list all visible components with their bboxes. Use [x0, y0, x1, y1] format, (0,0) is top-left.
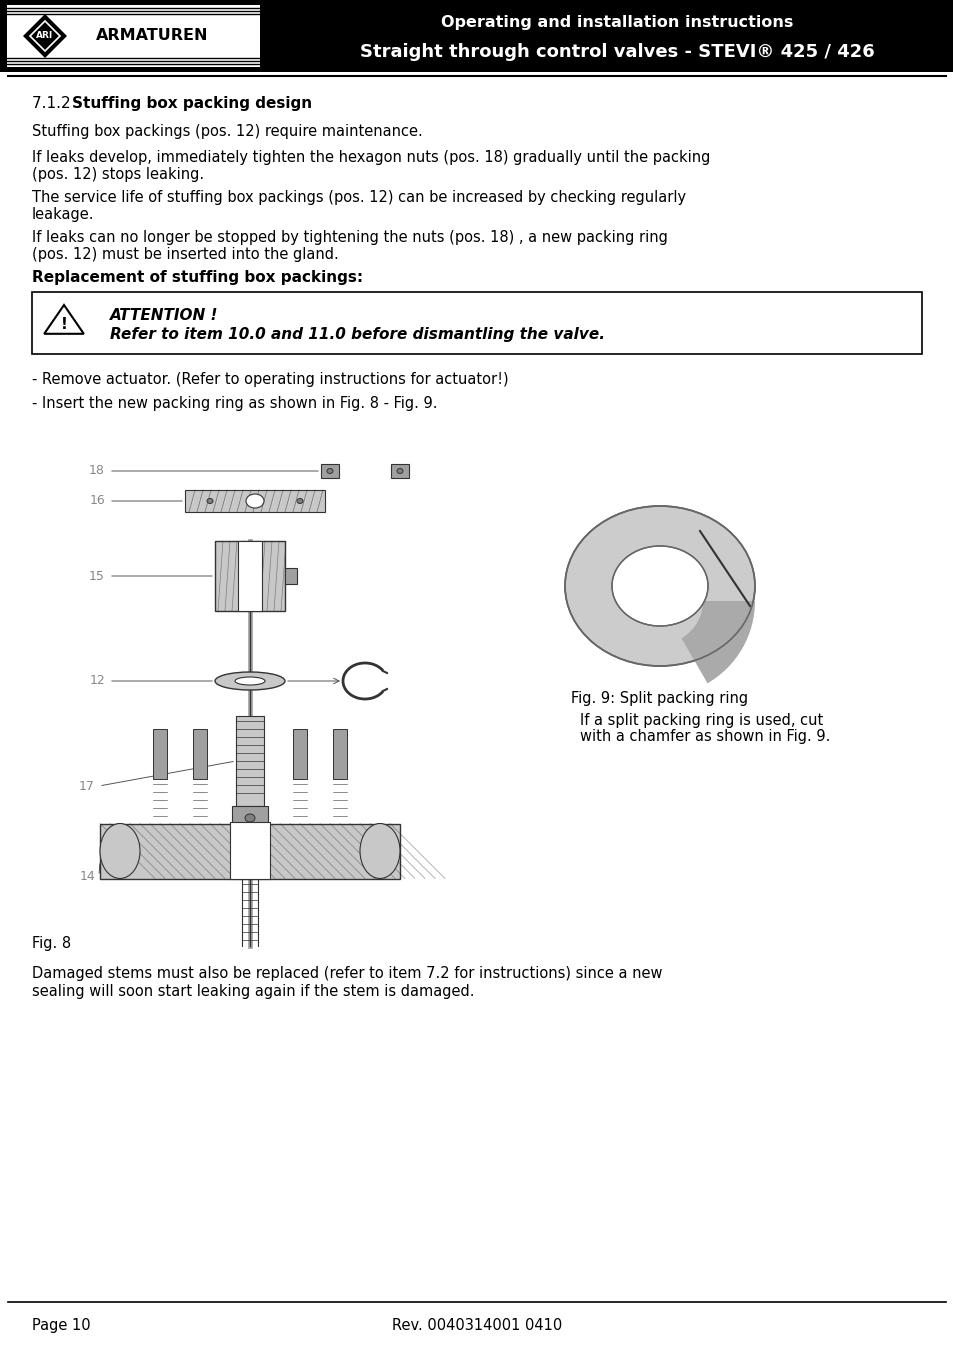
Text: Operating and installation instructions: Operating and installation instructions — [440, 15, 792, 30]
Text: 14: 14 — [79, 870, 95, 882]
Text: 12: 12 — [90, 674, 105, 688]
Bar — [237, 540, 262, 611]
Bar — [230, 821, 270, 878]
FancyBboxPatch shape — [214, 540, 285, 611]
Text: ARMATUREN: ARMATUREN — [95, 28, 208, 43]
Text: Replacement of stuffing box packings:: Replacement of stuffing box packings: — [32, 270, 363, 285]
Text: sealing will soon start leaking again if the stem is damaged.: sealing will soon start leaking again if… — [32, 984, 474, 998]
Ellipse shape — [359, 824, 399, 878]
Ellipse shape — [327, 469, 333, 473]
Bar — [0, 0, 953, 72]
Text: 16: 16 — [90, 494, 105, 508]
Text: Refer to item 10.0 and 11.0 before dismantling the valve.: Refer to item 10.0 and 11.0 before disma… — [110, 327, 604, 342]
Text: Straight through control valves - STEVI® 425 / 426: Straight through control valves - STEVI®… — [359, 43, 874, 61]
Text: ARI: ARI — [36, 31, 53, 41]
Text: Stuffing box packing design: Stuffing box packing design — [71, 96, 312, 111]
Text: with a chamfer as shown in Fig. 9.: with a chamfer as shown in Fig. 9. — [579, 730, 829, 744]
Ellipse shape — [396, 469, 402, 473]
Text: Page 10: Page 10 — [32, 1319, 91, 1333]
Text: The service life of stuffing box packings (pos. 12) can be increased by checking: The service life of stuffing box packing… — [32, 190, 685, 223]
Bar — [333, 728, 347, 778]
Bar — [293, 728, 307, 778]
Text: Rev. 0040314001 0410: Rev. 0040314001 0410 — [392, 1319, 561, 1333]
Text: Damaged stems must also be replaced (refer to item 7.2 for instructions) since a: Damaged stems must also be replaced (ref… — [32, 966, 661, 981]
Ellipse shape — [612, 546, 707, 626]
Text: Stuffing box packings (pos. 12) require maintenance.: Stuffing box packings (pos. 12) require … — [32, 124, 422, 139]
Text: 7.1.2: 7.1.2 — [32, 96, 80, 111]
Wedge shape — [680, 601, 754, 684]
Polygon shape — [44, 305, 84, 334]
Bar — [152, 728, 167, 778]
Text: 17: 17 — [79, 780, 95, 793]
FancyBboxPatch shape — [320, 463, 338, 478]
Ellipse shape — [564, 507, 754, 666]
Bar — [193, 728, 207, 778]
Polygon shape — [23, 14, 67, 58]
Text: 18: 18 — [89, 465, 105, 477]
Bar — [32, 292, 921, 354]
FancyBboxPatch shape — [391, 463, 409, 478]
FancyBboxPatch shape — [232, 807, 268, 830]
Text: - Remove actuator. (Refer to operating instructions for actuator!): - Remove actuator. (Refer to operating i… — [32, 372, 508, 386]
Ellipse shape — [207, 499, 213, 504]
Text: If leaks can no longer be stopped by tightening the nuts (pos. 18) , a new packi: If leaks can no longer be stopped by tig… — [32, 230, 667, 262]
Text: - Insert the new packing ring as shown in Fig. 8 - Fig. 9.: - Insert the new packing ring as shown i… — [32, 396, 437, 411]
FancyBboxPatch shape — [285, 567, 296, 584]
Text: If leaks develop, immediately tighten the hexagon nuts (pos. 18) gradually until: If leaks develop, immediately tighten th… — [32, 150, 710, 182]
Text: If a split packing ring is used, cut: If a split packing ring is used, cut — [579, 713, 822, 728]
FancyBboxPatch shape — [100, 824, 399, 878]
Bar — [235, 716, 264, 807]
Ellipse shape — [246, 494, 264, 508]
Ellipse shape — [245, 815, 254, 821]
Text: 15: 15 — [89, 570, 105, 582]
Ellipse shape — [100, 824, 140, 878]
FancyBboxPatch shape — [185, 490, 325, 512]
Text: ATTENTION !: ATTENTION ! — [110, 308, 218, 323]
Ellipse shape — [234, 677, 265, 685]
Ellipse shape — [296, 499, 303, 504]
Ellipse shape — [214, 671, 285, 690]
Text: Fig. 9: Split packing ring: Fig. 9: Split packing ring — [571, 690, 748, 707]
Text: Fig. 8: Fig. 8 — [32, 936, 71, 951]
Bar — [7, 5, 260, 68]
Text: !: ! — [60, 317, 68, 332]
